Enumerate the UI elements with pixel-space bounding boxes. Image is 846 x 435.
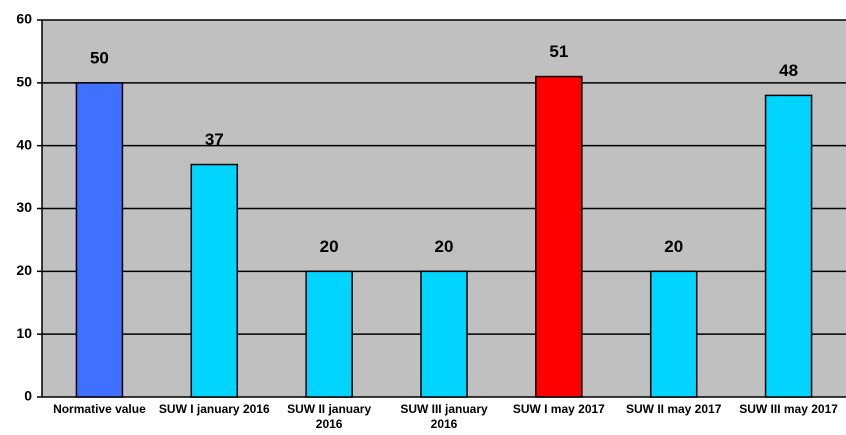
x-tick-label: SUW I january 2016	[158, 402, 270, 416]
bar	[75, 82, 124, 398]
bar	[190, 163, 239, 398]
data-label: 20	[435, 237, 454, 256]
y-tick-label: 60	[16, 11, 32, 27]
y-tick-label: 40	[16, 136, 32, 152]
y-tick-label: 20	[16, 262, 32, 278]
data-label: 50	[90, 48, 109, 67]
y-tick-label: 50	[16, 74, 32, 90]
bar	[535, 75, 583, 398]
data-label: 20	[664, 237, 683, 256]
data-label: 48	[779, 61, 798, 80]
y-tick-label: 30	[16, 199, 32, 215]
bar	[305, 270, 353, 398]
y-tick-label: 10	[16, 325, 32, 341]
x-tick-label: Normative value	[53, 402, 146, 416]
bar	[420, 270, 468, 398]
x-tick-label: SUW II january 2016	[287, 402, 372, 431]
x-tick-label: SUW II may 2017	[626, 402, 722, 416]
bar	[764, 94, 813, 398]
x-tick-label: SUW III january 2016	[400, 402, 488, 431]
bar	[649, 270, 698, 398]
data-label: 37	[205, 130, 224, 149]
data-label: 20	[320, 237, 339, 256]
data-label: 51	[549, 42, 568, 61]
x-tick-label: SUW I may 2017	[512, 402, 605, 416]
y-tick-label: 0	[24, 388, 32, 404]
x-tick-label: SUW III may 2017	[739, 402, 838, 416]
